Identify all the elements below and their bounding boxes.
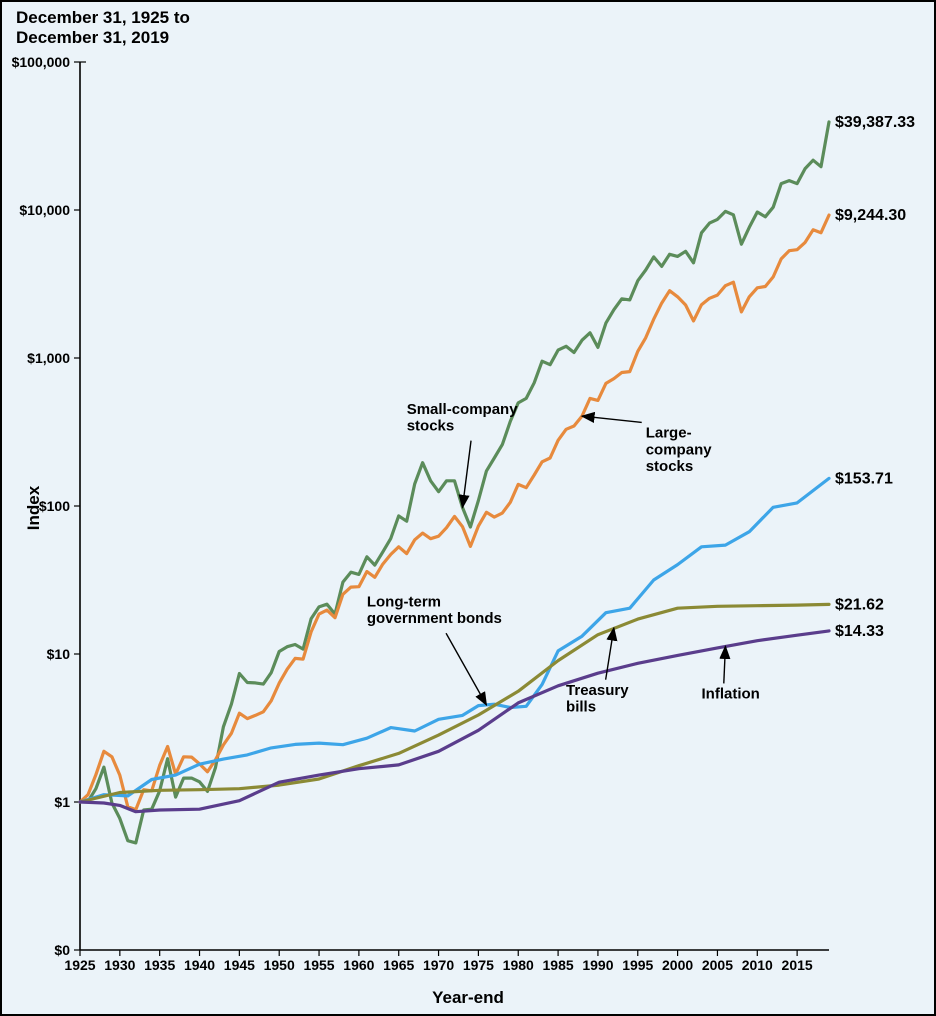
series-line [80,631,829,812]
svg-text:1945: 1945 [224,957,255,973]
svg-text:1940: 1940 [184,957,215,973]
svg-text:1965: 1965 [383,957,414,973]
svg-text:2005: 2005 [702,957,733,973]
svg-text:1925: 1925 [64,957,95,973]
annotation-arrow [606,628,614,680]
svg-text:bills: bills [566,699,596,716]
svg-text:Large-: Large- [646,425,692,442]
series-end-label: $153.71 [835,470,893,487]
annotation: Long-termgovernment bonds [367,593,502,705]
svg-text:Treasury: Treasury [566,682,629,699]
series-end-label: $39,387.33 [835,114,915,131]
svg-text:company: company [646,441,713,458]
svg-text:1985: 1985 [543,957,574,973]
svg-text:1990: 1990 [582,957,613,973]
annotation-arrow [582,416,642,422]
svg-text:2000: 2000 [662,957,693,973]
series-end-label: $14.33 [835,623,884,640]
series-end-label: $21.62 [835,596,884,613]
series-end-label: $9,244.30 [835,207,906,224]
svg-text:1975: 1975 [463,957,494,973]
svg-text:government bonds: government bonds [367,610,502,627]
annotation-arrow [724,646,726,683]
svg-text:1950: 1950 [264,957,295,973]
svg-text:1995: 1995 [622,957,653,973]
svg-text:2010: 2010 [742,957,773,973]
annotation-arrow [462,441,471,508]
svg-text:2015: 2015 [782,957,813,973]
series-line [80,122,829,843]
annotation: Small-companystocks [407,401,519,508]
annotation: Large-companystocks [582,416,712,475]
svg-text:1980: 1980 [503,957,534,973]
series-line [80,478,829,802]
annotation-arrow [446,633,486,705]
svg-text:$0: $0 [54,942,70,958]
svg-text:$100,000: $100,000 [12,54,71,70]
svg-text:1930: 1930 [104,957,135,973]
svg-text:stocks: stocks [646,458,694,475]
svg-text:stocks: stocks [407,418,455,435]
svg-text:1960: 1960 [343,957,374,973]
svg-text:Long-term: Long-term [367,593,441,610]
annotation: Inflation [702,646,760,702]
svg-text:1955: 1955 [303,957,334,973]
svg-text:Inflation: Inflation [702,686,760,703]
svg-text:Small-company: Small-company [407,401,519,418]
svg-text:1935: 1935 [144,957,175,973]
svg-text:$1: $1 [54,794,70,810]
series-line [80,604,829,802]
svg-text:1970: 1970 [423,957,454,973]
svg-text:$10,000: $10,000 [19,202,70,218]
chart-container: December 31, 1925 toDecember 31, 2019 In… [0,0,936,1016]
svg-text:$1,000: $1,000 [27,350,70,366]
svg-text:$10: $10 [47,646,71,662]
svg-text:$100: $100 [39,498,70,514]
chart-svg: $0 $1 $10 $100 $1,000 $10,000 $100,000 1925 1930… [2,2,934,1014]
series-line [80,215,829,810]
